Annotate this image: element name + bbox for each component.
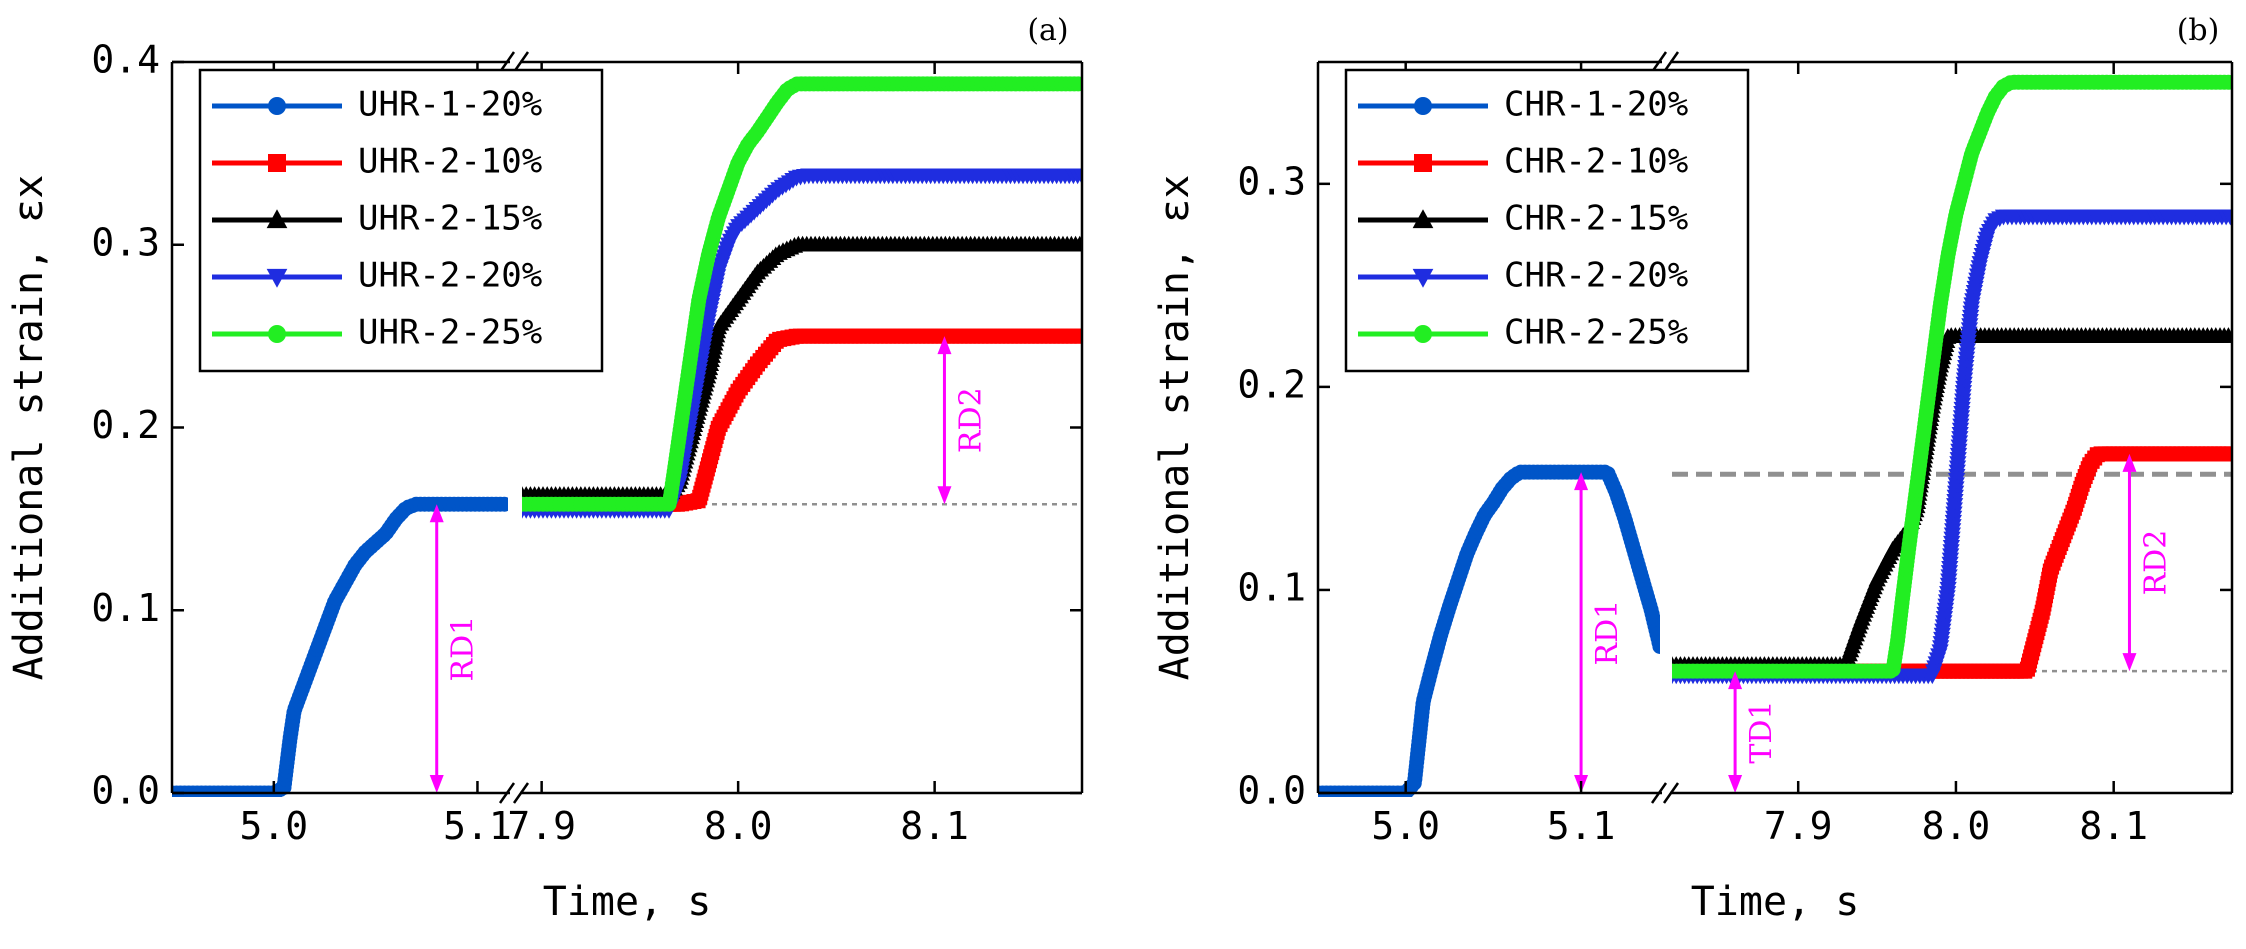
data-point [2223, 446, 2232, 462]
annotation-label: RD2 [953, 387, 988, 453]
x-tick-label: 5.0 [239, 804, 308, 848]
annotation-label: RD2 [2138, 530, 2173, 596]
legend-label: UHR-2-10% [358, 142, 542, 182]
y-tick-label: 0.4 [91, 38, 160, 82]
x-tick-label: 7.9 [1764, 804, 1833, 848]
series-line [522, 242, 1082, 498]
x-tick-label: 7.9 [507, 804, 576, 848]
legend-marker [268, 325, 286, 343]
legend-label: UHR-2-15% [358, 199, 542, 239]
axis-break-mark [1650, 782, 1668, 804]
axis-break-mark [1662, 782, 1680, 804]
annotation-arrowhead [937, 336, 952, 355]
x-axis-title: Time, s [1691, 879, 1860, 925]
annotation-arrowhead [2122, 653, 2137, 672]
panel-b: RD1 TD1 RD2 0.0 0.1 0.2 0.3 5.0 5.1 7.9 8.0 8.1 Time… [1152, 13, 2234, 925]
legend-marker [268, 154, 286, 172]
legend-label: CHR-2-10% [1504, 142, 1688, 182]
annotation-arrowhead [937, 486, 952, 505]
panel-label: (b) [2177, 13, 2220, 48]
x-tick-label: 8.0 [1922, 804, 1991, 848]
data-point [2221, 74, 2232, 90]
legend-marker [1412, 209, 1434, 229]
legend-marker [1414, 154, 1432, 172]
annotation-arrowhead [2122, 453, 2137, 472]
y-tick-label: 0.1 [91, 586, 160, 630]
axis-break-mark [498, 51, 516, 73]
legend: CHR-1-20% CHR-2-10% CHR-2-15% CHR-2-20% CHR-… [1344, 68, 1750, 373]
legend-marker [1414, 325, 1432, 343]
legend-marker [266, 209, 288, 229]
x-tick-label: 8.0 [704, 804, 773, 848]
legend-label: UHR-1-20% [358, 85, 542, 125]
y-tick-label: 0.2 [1237, 362, 1306, 406]
y-tick-label: 0.0 [1237, 769, 1306, 813]
legend-label: CHR-2-25% [1504, 313, 1688, 353]
y-tick-label: 0.0 [91, 769, 160, 813]
legend-label: UHR-2-20% [358, 256, 542, 296]
data-point [1073, 168, 1082, 185]
series-line [522, 333, 1082, 507]
data-point [2221, 209, 2232, 226]
y-tick-label: 0.3 [91, 220, 160, 264]
legend-label: CHR-2-20% [1504, 256, 1688, 296]
x-tick-label: 8.1 [900, 804, 969, 848]
x-tick-label: 8.1 [2079, 804, 2148, 848]
axis-break-mark [1662, 51, 1680, 73]
axis-break-mark [512, 51, 530, 73]
panel-label: (a) [1027, 13, 1068, 48]
legend-marker [266, 268, 288, 288]
x-tick-label: 5.1 [1547, 804, 1616, 848]
legend-label: CHR-2-15% [1504, 199, 1688, 239]
x-tick-label: 5.0 [1371, 804, 1440, 848]
data-point [1652, 638, 1660, 654]
axis-break-mark [1650, 51, 1668, 73]
annotation-RD1: RD1 [1574, 472, 1625, 793]
series-line [522, 81, 1082, 507]
legend-marker [1414, 97, 1432, 115]
legend-marker [1412, 268, 1434, 288]
x-axis-title: Time, s [543, 879, 712, 925]
y-tick-label: 0.1 [1237, 565, 1306, 609]
legend-label: CHR-1-20% [1504, 85, 1688, 125]
data-point [1074, 328, 1082, 344]
y-tick-label: 0.3 [1237, 159, 1306, 203]
annotation-arrowhead [1728, 671, 1743, 690]
legend-label: UHR-2-25% [358, 313, 542, 353]
annotation-arrowhead [1728, 775, 1743, 793]
annotation-label: RD1 [446, 616, 481, 682]
y-axis-title: Additional strain, εx [1152, 175, 1198, 681]
annotation-arrowhead [1574, 472, 1589, 491]
x-tick-label: 5.1 [443, 804, 512, 848]
data-point [2219, 327, 2232, 343]
panel-a: RD1 RD2 0.0 0.1 0.2 0.3 0.4 5.0 5.17.9 8.0 8.1 Time… [6, 13, 1084, 925]
series-CHR-2-25% [1672, 74, 2232, 679]
legend: UHR-1-20% UHR-2-10% UHR-2-15% UHR-2-20% UHR-… [198, 68, 604, 373]
axis-break-mark [498, 782, 516, 804]
legend-marker [268, 97, 286, 115]
annotation-RD2: RD2 [2122, 453, 2173, 672]
plot-frame [170, 51, 1084, 804]
axis-break-mark [512, 782, 530, 804]
annotation-label: RD1 [1590, 600, 1625, 666]
annotation-RD2: RD2 [937, 336, 988, 505]
series-UHR-2-25% [522, 76, 1082, 512]
annotation-TD1: TD1 [1728, 671, 1779, 793]
annotation-label: TD1 [1744, 701, 1779, 764]
annotation-arrowhead [429, 504, 444, 523]
y-tick-label: 0.2 [91, 403, 160, 447]
data-point [1070, 76, 1082, 92]
data-point [496, 496, 508, 512]
y-axis-title: Additional strain, εx [6, 175, 52, 681]
annotation-RD1: RD1 [429, 504, 481, 793]
annotation-arrowhead [429, 775, 444, 793]
